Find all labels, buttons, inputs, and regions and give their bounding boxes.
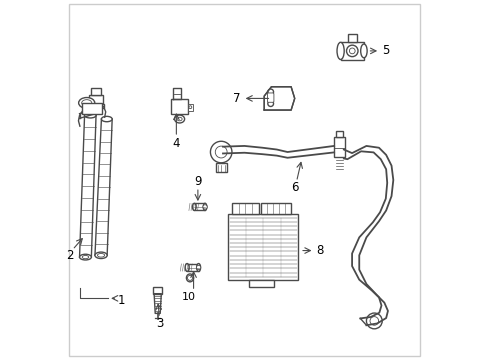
Ellipse shape	[79, 98, 95, 108]
Circle shape	[215, 146, 226, 158]
Bar	[231, 203, 258, 214]
Circle shape	[267, 89, 273, 95]
Bar	[347, 35, 356, 42]
Bar	[88, 104, 103, 108]
Ellipse shape	[203, 203, 206, 211]
Ellipse shape	[192, 203, 196, 211]
Text: 9: 9	[194, 175, 201, 188]
Bar	[89, 95, 102, 105]
Text: 1: 1	[118, 294, 125, 307]
Bar	[333, 137, 344, 157]
Circle shape	[349, 48, 354, 54]
FancyBboxPatch shape	[267, 93, 273, 102]
Circle shape	[366, 313, 382, 329]
Bar	[215, 163, 226, 172]
Circle shape	[267, 101, 273, 107]
Text: 7: 7	[232, 92, 240, 105]
Text: 6: 6	[290, 181, 298, 194]
Text: 5: 5	[382, 44, 389, 57]
Ellipse shape	[186, 274, 193, 282]
Ellipse shape	[81, 100, 92, 106]
Bar	[261, 203, 290, 214]
Text: 2: 2	[65, 249, 73, 262]
Circle shape	[346, 45, 357, 57]
Text: 3: 3	[156, 317, 163, 330]
Ellipse shape	[177, 117, 182, 121]
Bar	[194, 203, 204, 211]
Text: 8: 8	[315, 244, 323, 257]
Polygon shape	[264, 87, 294, 110]
Circle shape	[188, 106, 191, 109]
Text: 10: 10	[182, 292, 196, 302]
Bar	[82, 103, 102, 114]
Circle shape	[369, 317, 378, 325]
Bar	[187, 264, 198, 271]
Ellipse shape	[174, 115, 184, 123]
Bar	[249, 280, 273, 287]
Ellipse shape	[196, 264, 200, 271]
Ellipse shape	[336, 42, 344, 59]
Ellipse shape	[360, 44, 366, 58]
Bar	[153, 287, 162, 294]
Circle shape	[196, 265, 201, 270]
Ellipse shape	[84, 113, 96, 118]
Ellipse shape	[97, 253, 104, 257]
Circle shape	[203, 205, 207, 209]
Circle shape	[187, 275, 192, 280]
Bar	[171, 99, 188, 114]
Bar	[340, 42, 363, 59]
Ellipse shape	[95, 252, 107, 258]
Bar	[228, 214, 298, 280]
Circle shape	[210, 141, 231, 163]
Ellipse shape	[80, 254, 91, 260]
Bar	[335, 131, 343, 137]
Bar	[91, 88, 101, 95]
Ellipse shape	[82, 256, 88, 259]
Bar	[188, 104, 192, 111]
Ellipse shape	[185, 264, 189, 271]
Text: 4: 4	[172, 136, 180, 149]
Ellipse shape	[101, 116, 112, 122]
